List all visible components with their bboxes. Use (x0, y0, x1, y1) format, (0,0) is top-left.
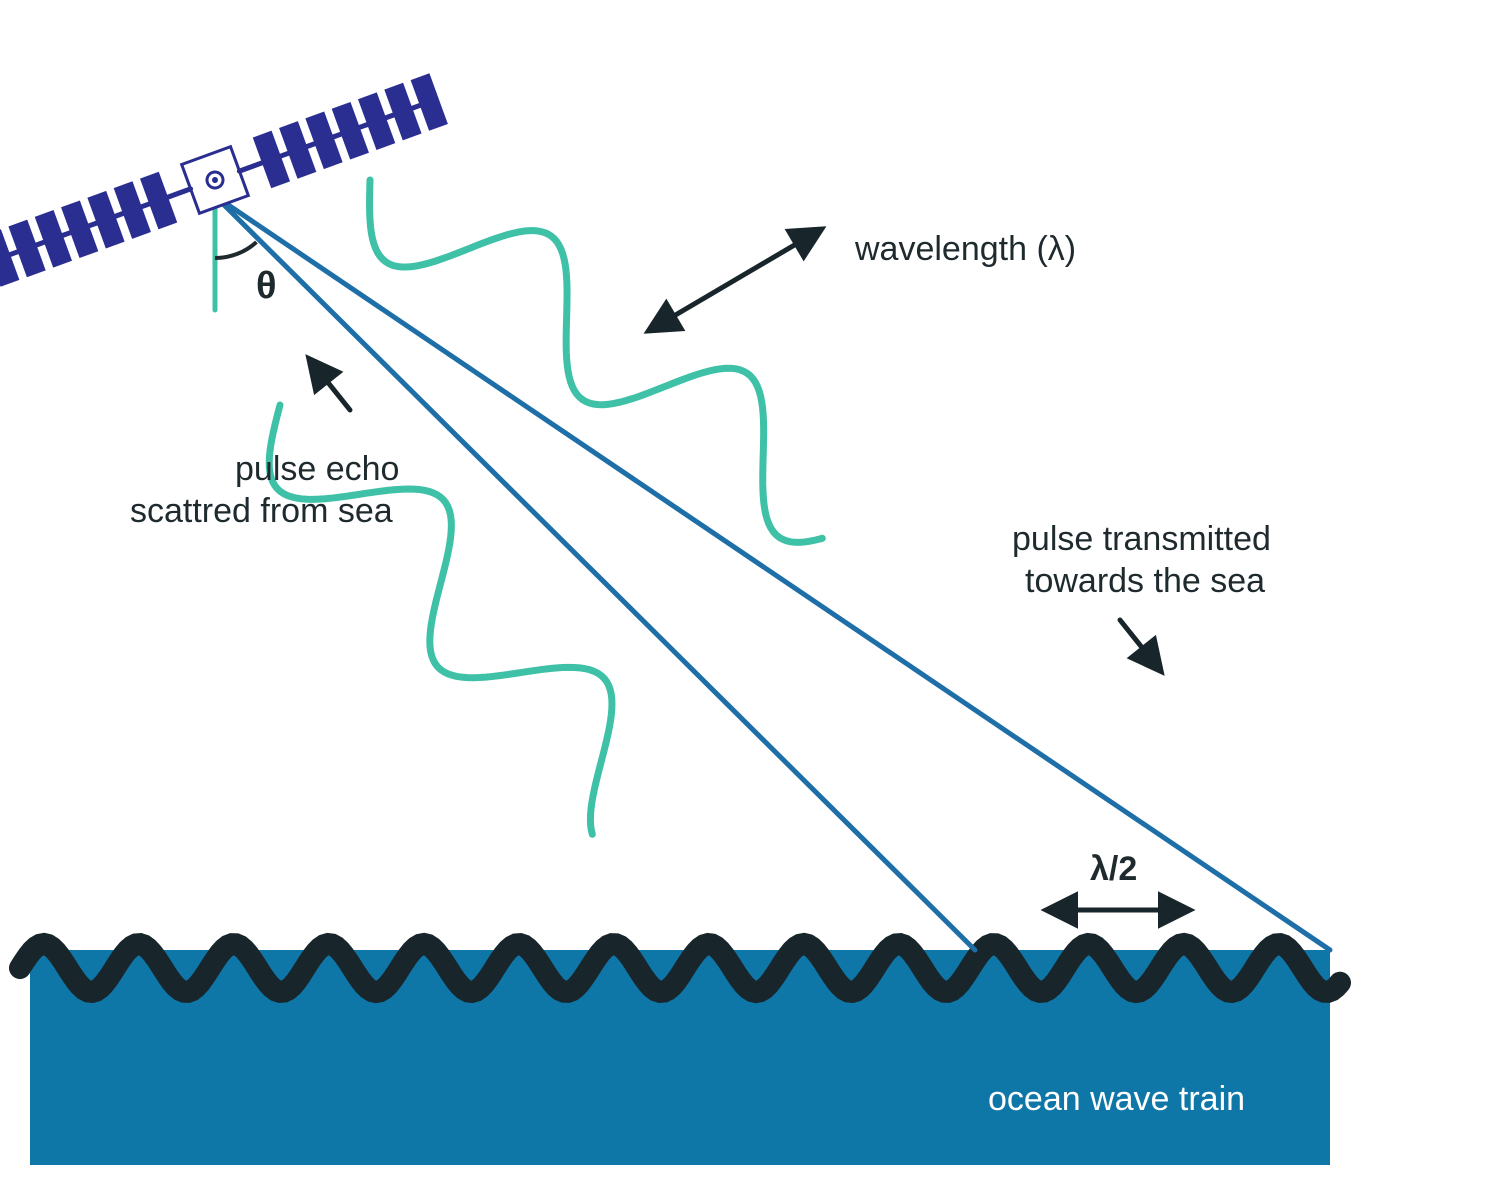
wavelength-double-arrow (650, 230, 820, 330)
echo-label-line1: pulse echo (235, 450, 399, 488)
wavelength-label: wavelength (λ) (854, 230, 1076, 268)
beam-left-edge (215, 196, 975, 950)
transmitted-direction-arrow (1120, 620, 1160, 670)
transmitted-label-line2: towards the sea (1025, 562, 1265, 600)
theta-angle-arc (215, 242, 256, 258)
transmitted-pulse-wave (370, 180, 823, 542)
diagram-root: θ wavelength (λ) pulse echo scattred fro… (0, 0, 1500, 1200)
ocean-wave-train-label: ocean wave train (988, 1080, 1245, 1118)
theta-label: θ (256, 265, 277, 307)
echo-label-line2: scattred from sea (130, 492, 393, 530)
transmitted-label-line1: pulse transmitted (1012, 520, 1271, 558)
echo-direction-arrow (310, 360, 350, 410)
lambda-half-label: λ/2 (1090, 850, 1137, 888)
